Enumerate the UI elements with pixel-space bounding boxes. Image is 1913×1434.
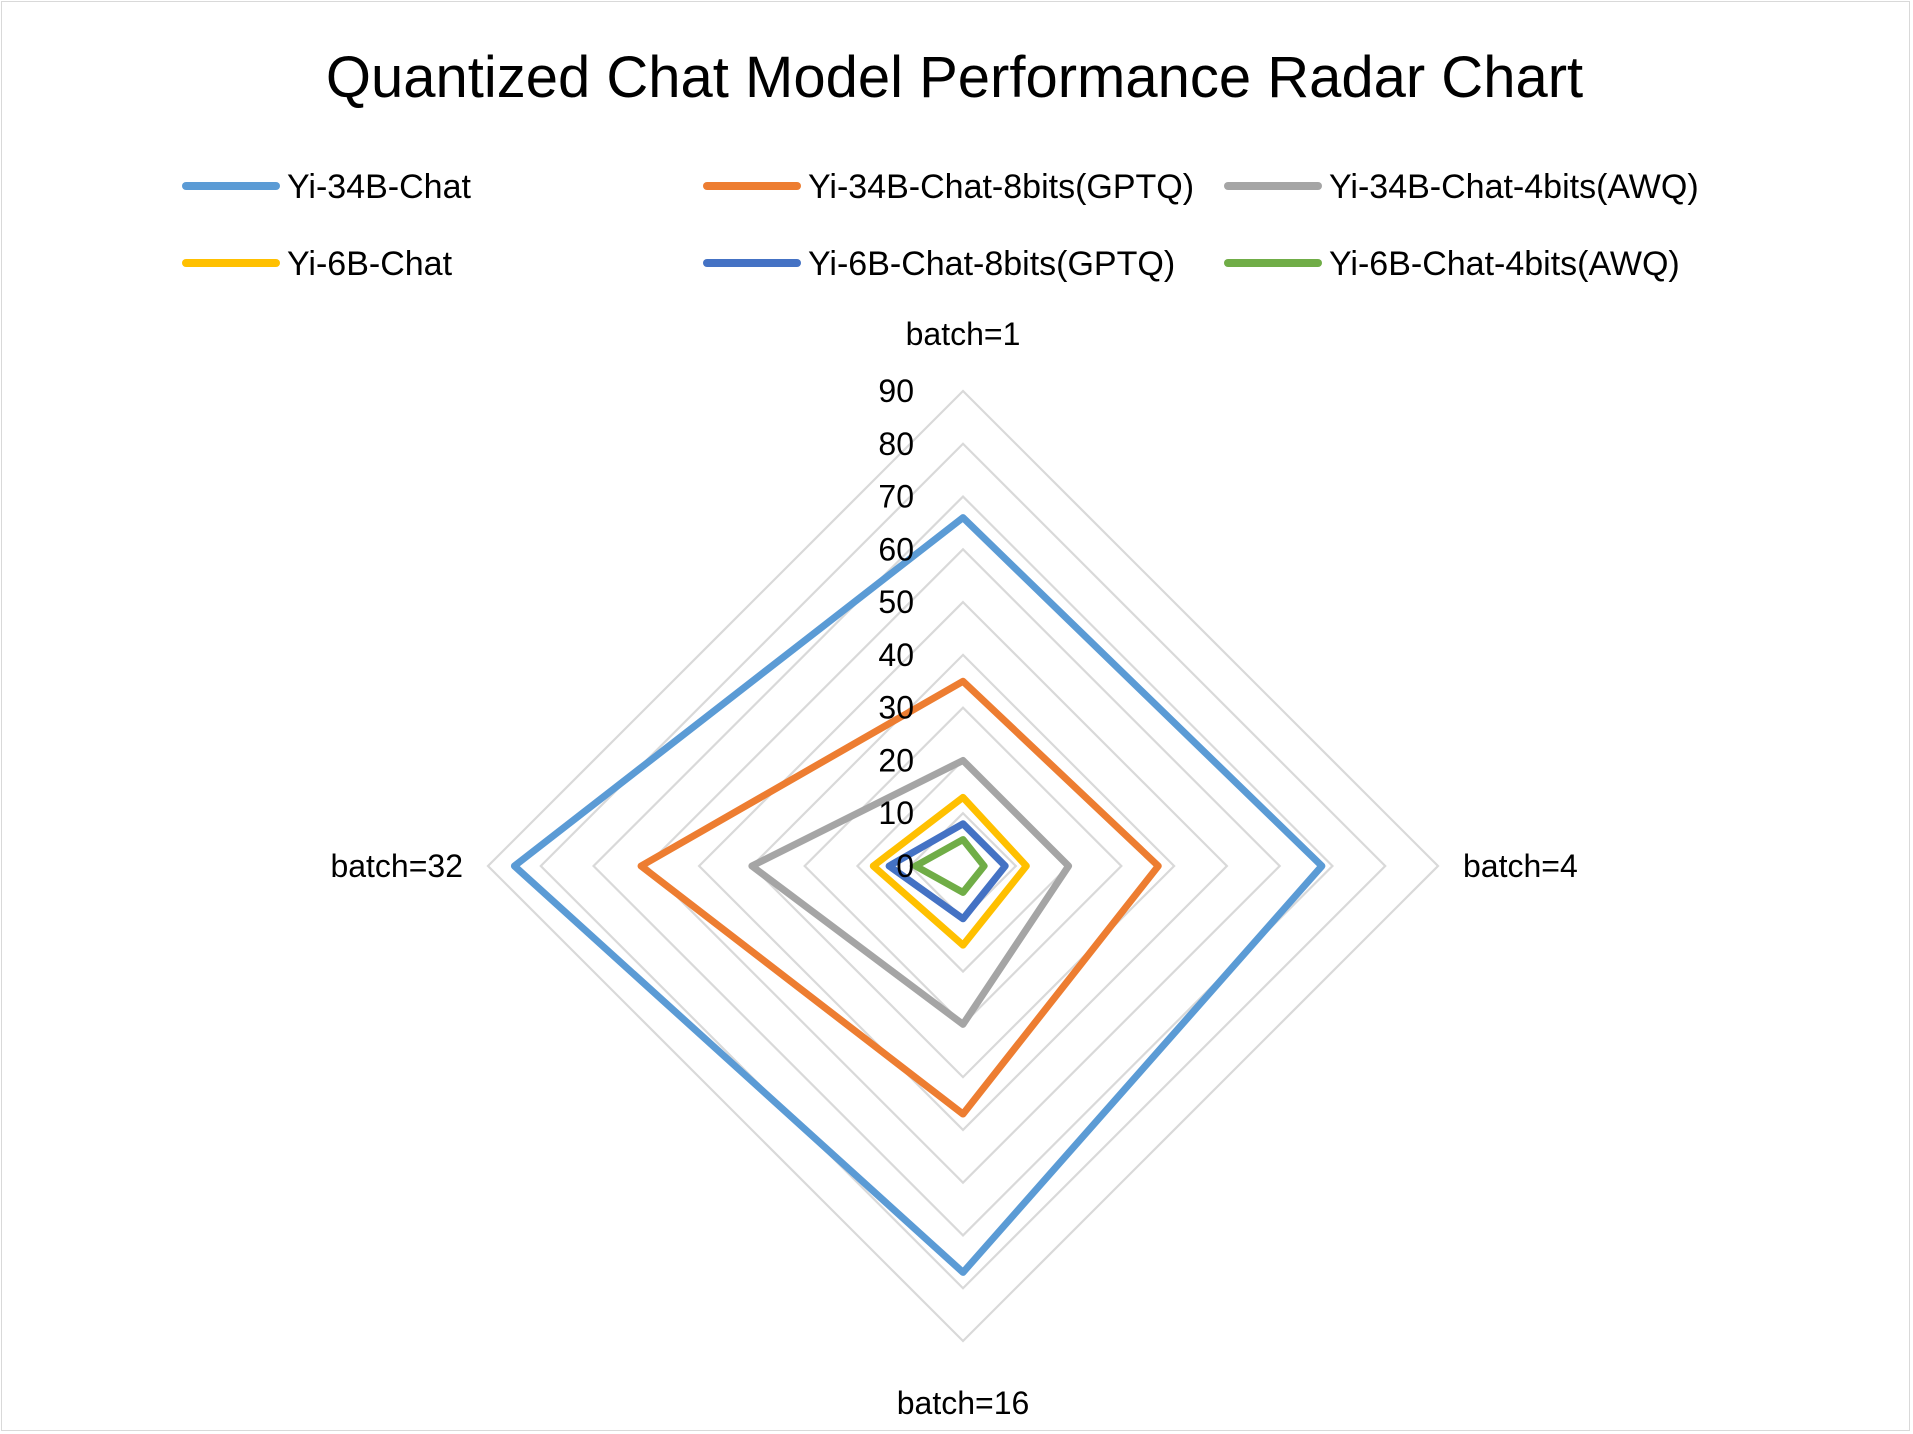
radar-series bbox=[510, 514, 1326, 1276]
grid-ring bbox=[539, 442, 1387, 1290]
grid-ring bbox=[750, 653, 1176, 1079]
radar-grid bbox=[486, 389, 1440, 1343]
series-line bbox=[510, 514, 1326, 1276]
axis-label: batch=32 bbox=[330, 848, 463, 884]
axis-label: batch=16 bbox=[897, 1385, 1030, 1421]
legend-label: Yi-34B-Chat bbox=[287, 168, 471, 206]
legend-label: Yi-34B-Chat-8bits(GPTQ) bbox=[808, 168, 1194, 206]
legend: Yi-34B-Chat Yi-34B-Chat-8bits(GPTQ) Yi-34B… bbox=[182, 168, 1699, 283]
grid-ring bbox=[644, 547, 1282, 1185]
chart-title: Quantized Chat Model Performance Radar C… bbox=[325, 45, 1584, 110]
series-line bbox=[885, 820, 1009, 923]
series-line bbox=[637, 677, 1162, 1118]
tick-label: 70 bbox=[878, 479, 914, 515]
grid-ring bbox=[486, 389, 1440, 1343]
tick-label: 20 bbox=[878, 742, 914, 778]
tick-label: 50 bbox=[878, 584, 914, 620]
series-line bbox=[869, 793, 1030, 949]
legend-label: Yi-6B-Chat bbox=[287, 245, 453, 283]
radial-ticks: 0 10 20 30 40 50 60 70 80 90 bbox=[878, 373, 914, 884]
tick-label: 80 bbox=[878, 426, 914, 462]
grid-ring bbox=[697, 600, 1229, 1132]
tick-label: 90 bbox=[878, 373, 914, 409]
legend-label: Yi-34B-Chat-4bits(AWQ) bbox=[1329, 168, 1699, 206]
series-line bbox=[912, 836, 988, 896]
series-line bbox=[748, 756, 1073, 1028]
tick-label: 40 bbox=[878, 637, 914, 673]
legend-label: Yi-6B-Chat-8bits(GPTQ) bbox=[808, 245, 1175, 283]
tick-label: 60 bbox=[878, 531, 914, 567]
axis-label: batch=1 bbox=[906, 316, 1021, 352]
tick-label: 0 bbox=[896, 848, 914, 884]
legend-label: Yi-6B-Chat-4bits(AWQ) bbox=[1329, 245, 1680, 283]
grid-ring bbox=[591, 494, 1335, 1238]
axis-labels: batch=1 batch=4 batch=16 batch=32 bbox=[330, 316, 1577, 1421]
tick-label: 30 bbox=[878, 690, 914, 726]
axis-label: batch=4 bbox=[1463, 848, 1578, 884]
tick-label: 10 bbox=[878, 795, 914, 831]
